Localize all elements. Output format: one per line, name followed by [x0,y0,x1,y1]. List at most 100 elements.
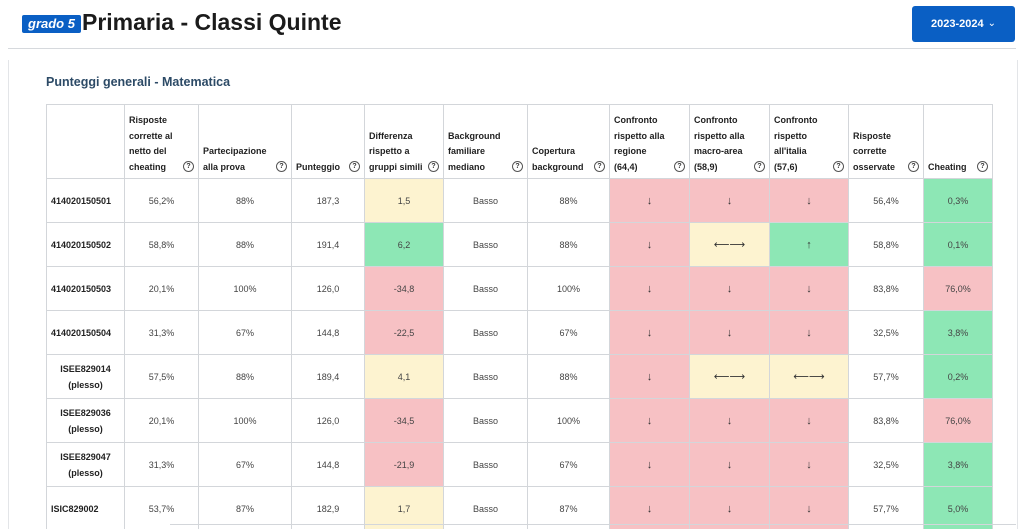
help-icon[interactable]: ? [594,161,605,172]
table-cell: ↓ [769,266,849,311]
column-header: Confronto rispetto alla macro-area (58,9… [689,104,770,179]
table-cell: 88% [198,354,292,399]
school-code-cell: ISEE829036 (plesso) [46,398,125,443]
table-cell: 20,1% [124,266,199,311]
help-icon[interactable]: ? [349,161,360,172]
school-code-cell: ISEE829014 (plesso) [46,354,125,399]
cell-value: 88% [559,195,578,206]
cell-value: Basso [472,327,498,338]
cell-value: 100% [556,283,581,294]
table-cell: 32,5% [848,310,924,355]
cell-value: 67% [235,459,254,470]
column-header-label: Confronto rispetto all'italia (57,6) [774,115,818,172]
column-header-label: Confronto rispetto alla regione (64,4) [614,115,665,172]
year-selector-button[interactable]: 2023-2024 ⌄ [912,6,1015,42]
column-header-content: Confronto rispetto alla regione (64,4)? [614,113,685,175]
table-cell: ↓ [769,310,849,355]
cell-value: -22,5 [393,327,415,338]
table-cell: 57,7% [848,486,924,529]
table-cell: 0,3% [923,178,993,223]
help-icon[interactable]: ? [428,161,439,172]
table-cell: ↓ [769,398,849,443]
trend-arrow-icon: ⟵⟶ [713,371,746,383]
cell-value: 20,1% [148,283,175,294]
cell-value: 100% [556,415,581,426]
help-icon[interactable]: ? [977,161,988,172]
cell-value: 126,0 [316,415,340,426]
trend-arrow-icon: ↓ [726,502,733,515]
table-row: ISEE829036 (plesso) 20,1% 100% 126,0 -34,5 Bas… [46,398,993,443]
trend-arrow-icon: ↓ [726,282,733,295]
trend-arrow-icon: ↓ [726,326,733,339]
table-cell: 100% [527,266,610,311]
column-header-label: Copertura background [532,146,584,172]
column-header: Punteggio? [291,104,365,179]
column-header-label: Punteggio [296,161,340,172]
table-cell: 67% [198,442,292,487]
table-cell: 187,3 [291,178,365,223]
table-cell: 67% [198,310,292,355]
table-cell: 100% [198,398,292,443]
column-header-label: Risposte corrette osservate [853,130,896,172]
help-icon[interactable]: ? [674,161,685,172]
table-cell: Basso [443,354,528,399]
column-header-content: Partecipazione alla prova? [203,144,287,175]
table-cell: ↓ [689,266,770,311]
column-header: Cheating? [923,104,993,179]
column-header: Confronto rispetto alla regione (64,4)? [609,104,690,179]
table-cell: 4,1 [364,354,444,399]
cell-value: 56,2% [148,195,175,206]
table-cell: Basso [443,266,528,311]
table-cell: ↓ [689,486,770,529]
table-cell: ⟵⟶ [689,222,770,267]
table-cell: 87% [527,486,610,529]
trend-arrow-icon: ↓ [646,414,653,427]
table-cell: 0,1% [923,222,993,267]
cell-value: 0,2% [947,371,969,382]
column-header: Background familiare mediano? [443,104,528,179]
trend-arrow-icon: ↓ [646,238,653,251]
cell-value: 87% [235,503,254,514]
table-row: ISEE829014 (plesso) 57,5% 88% 189,4 4,1 Basso 8… [46,354,993,399]
help-icon[interactable]: ? [183,161,194,172]
help-icon[interactable]: ? [512,161,523,172]
table-cell: Basso [443,222,528,267]
help-icon[interactable]: ? [908,161,919,172]
trend-arrow-icon: ↓ [646,458,653,471]
cell-value: 67% [235,327,254,338]
table-cell: 83,8% [848,266,924,311]
scores-table: Risposte corrette al netto del cheating?… [46,104,993,529]
table-cell: -34,5 [364,398,444,443]
table-cell: ↓ [609,442,690,487]
table-cell: 58,8% [848,222,924,267]
page-title: Primaria - Classi Quinte [82,9,342,35]
table-cell: 189,4 [291,354,365,399]
help-icon[interactable]: ? [276,161,287,172]
help-icon[interactable]: ? [833,161,844,172]
cell-value: 126,0 [316,283,340,294]
help-icon[interactable]: ? [754,161,765,172]
column-header: Partecipazione alla prova? [198,104,292,179]
cell-value: 3,8% [947,327,969,338]
cell-value: 144,8 [316,459,340,470]
cell-value: 57,5% [148,371,175,382]
table-row: 414020150504 31,3% 67% 144,8 -22,5 Basso 67% ↓ ↓… [46,310,993,355]
trend-arrow-icon: ↑ [806,238,812,251]
table-cell: ↓ [769,486,849,529]
cell-value: -21,9 [393,459,415,470]
table-cell: 88% [527,354,610,399]
table-cell: 56,4% [848,178,924,223]
cell-value: 83,8% [873,283,899,294]
bottom-rule [170,524,1016,525]
table-cell: ↓ [609,222,690,267]
trend-arrow-icon: ↓ [646,502,653,515]
cell-value: 20,1% [148,415,175,426]
table-cell: 191,4 [291,222,365,267]
cell-value: -34,5 [393,415,415,426]
column-header-content: Risposte corrette osservate? [853,129,919,176]
table-cell: 1,5 [364,178,444,223]
table-cell: 67% [527,442,610,487]
cell-value: 88% [235,371,254,382]
trend-arrow-icon: ↓ [806,194,812,207]
school-code: 414020150504 [51,327,112,338]
